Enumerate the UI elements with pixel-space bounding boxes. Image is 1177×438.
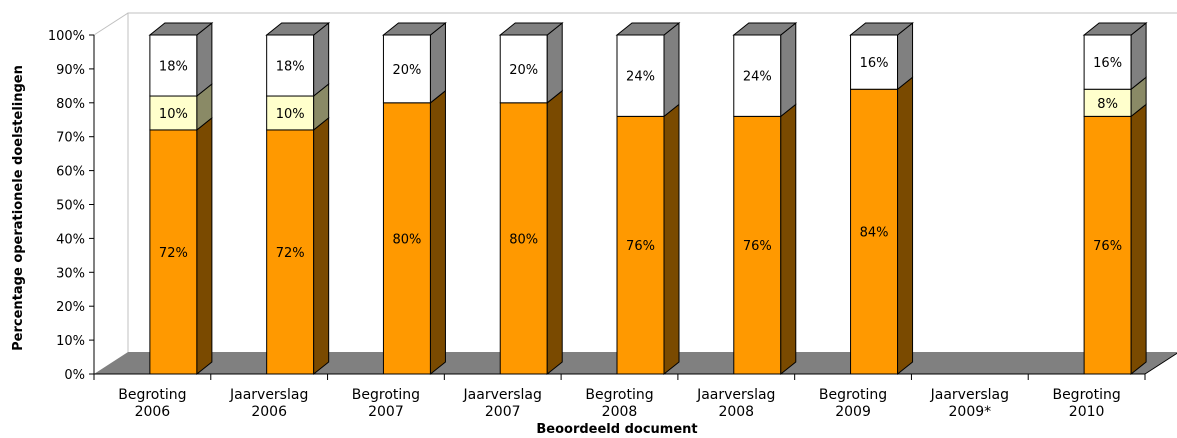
data-label: 18% bbox=[276, 60, 305, 75]
x-axis-depth-edge bbox=[1144, 352, 1177, 375]
data-label: 20% bbox=[392, 63, 421, 78]
bar-segment bbox=[616, 34, 665, 117]
data-label: 80% bbox=[509, 232, 538, 247]
y-axis-title: Percentage operationele doelstelingen bbox=[11, 65, 26, 351]
bar-segment bbox=[733, 34, 782, 117]
x-tick-label: Begroting 2009 bbox=[819, 387, 887, 420]
x-tick-label: Begroting 2007 bbox=[352, 387, 420, 420]
y-tick-label: 80% bbox=[56, 97, 85, 112]
data-label: 72% bbox=[276, 246, 305, 261]
bar-segment-side bbox=[780, 21, 797, 118]
bar-segment bbox=[1083, 115, 1132, 375]
data-label: 76% bbox=[626, 239, 655, 254]
bar-segment bbox=[266, 34, 315, 97]
bar-top bbox=[615, 22, 681, 36]
bar-segment-side bbox=[429, 21, 446, 104]
data-label: 18% bbox=[159, 60, 188, 75]
data-label: 8% bbox=[1097, 97, 1118, 112]
y-tick-label: 50% bbox=[56, 199, 85, 214]
data-label: 76% bbox=[743, 239, 772, 254]
data-label: 76% bbox=[1093, 239, 1122, 254]
chart-walls bbox=[93, 12, 1177, 352]
y-tick-label: 10% bbox=[56, 334, 85, 349]
bar-top bbox=[265, 22, 331, 36]
bar-segment bbox=[266, 129, 315, 375]
wall-top-edge bbox=[93, 12, 129, 36]
bar-segment bbox=[1083, 88, 1132, 117]
x-tick-label: Begroting 2006 bbox=[118, 387, 186, 420]
y-tick-label: 90% bbox=[56, 63, 85, 78]
bar-segment-side bbox=[196, 116, 213, 376]
bar-top bbox=[1082, 22, 1148, 36]
bar-segment-side bbox=[429, 89, 446, 376]
y-tick-label: 40% bbox=[56, 232, 85, 247]
y-tick-label: 0% bbox=[64, 368, 85, 383]
y-tick-label: 30% bbox=[56, 266, 85, 281]
bar-segment-side bbox=[663, 103, 680, 376]
x-tick-label: Jaarverslag 2009* bbox=[930, 387, 1009, 420]
x-tick-label: Jaarverslag 2006 bbox=[229, 387, 308, 420]
data-label: 80% bbox=[392, 232, 421, 247]
bar-segment-side bbox=[546, 21, 563, 104]
bar-top bbox=[732, 22, 798, 36]
data-label: 10% bbox=[276, 107, 305, 122]
bar-segment bbox=[499, 102, 548, 375]
data-label: 24% bbox=[743, 70, 772, 85]
x-tick-label: Begroting 2010 bbox=[1052, 387, 1120, 420]
x-tick-label: Jaarverslag 2007 bbox=[463, 387, 542, 420]
data-label: 72% bbox=[159, 246, 188, 261]
bar-top bbox=[498, 22, 564, 36]
y-tick-label: 70% bbox=[56, 131, 85, 146]
bar-segment bbox=[1083, 34, 1132, 90]
data-label: 10% bbox=[159, 107, 188, 122]
bar-top bbox=[849, 22, 914, 36]
bar-segment-side bbox=[897, 76, 914, 376]
y-axis: 0% 10% 20% 30% 40% 50% 60% 70% 80% 90% 100% bbox=[48, 29, 95, 383]
bar-segment-side bbox=[313, 116, 330, 376]
bar-segment bbox=[382, 34, 431, 104]
back-wall-edge bbox=[127, 12, 1177, 352]
bar-segment-side bbox=[663, 21, 680, 118]
data-label: 16% bbox=[860, 56, 889, 71]
bar-top bbox=[382, 22, 447, 36]
data-label: 24% bbox=[626, 70, 655, 85]
bar-segment-side bbox=[780, 103, 797, 376]
y-tick-label: 20% bbox=[56, 300, 85, 315]
data-label: 16% bbox=[1093, 56, 1122, 71]
bar-segment-side bbox=[546, 89, 563, 376]
x-axis-title: Beoordeeld document bbox=[536, 422, 697, 437]
bar-segment-side bbox=[196, 21, 213, 98]
bar-segment bbox=[149, 129, 198, 375]
bars bbox=[148, 21, 1148, 376]
x-tick-label: Begroting 2008 bbox=[585, 387, 653, 420]
bar-segment bbox=[382, 102, 431, 375]
bar-segment-side bbox=[313, 21, 330, 98]
bar-top bbox=[148, 22, 214, 36]
bar-segment bbox=[149, 34, 198, 97]
data-label: 84% bbox=[860, 226, 889, 241]
bar-segment-side bbox=[1130, 103, 1147, 376]
y-tick-label: 60% bbox=[56, 165, 85, 180]
data-labels: 72% 10% 18% 72% 10% 18% 80% 20% 80% 20% 76% 24% 76% 2… bbox=[159, 56, 1122, 261]
y-tick-label: 100% bbox=[48, 29, 85, 44]
data-label: 20% bbox=[509, 63, 538, 78]
x-axis: Begroting 2006 Jaarverslag 2006 Begroting 200… bbox=[93, 352, 1177, 420]
x-tick-label: Jaarverslag 2008 bbox=[696, 387, 775, 420]
